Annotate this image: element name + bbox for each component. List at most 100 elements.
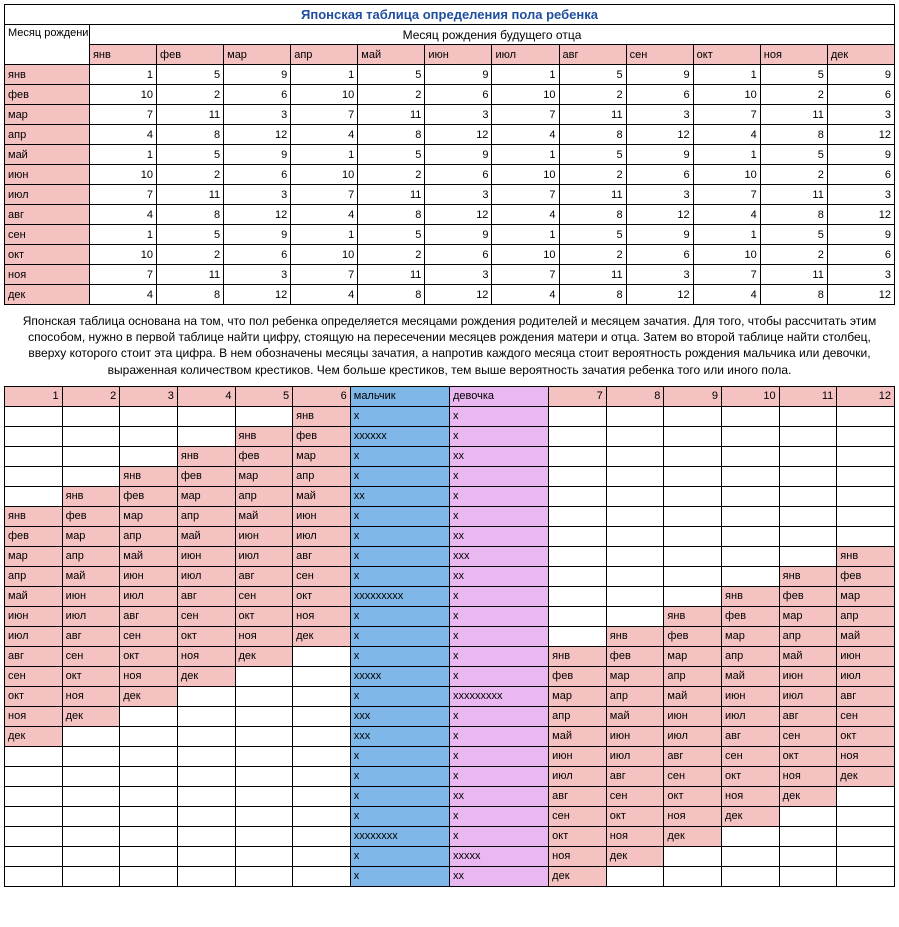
t2-right-cell <box>779 866 837 886</box>
t2-right-cell <box>549 626 607 646</box>
t2-row: авгсеноктноядекххянвфевмарапрмайиюн <box>5 646 895 666</box>
t2-left-cell <box>235 806 293 826</box>
t2-left-cell: фев <box>177 466 235 486</box>
t2-left-cell: авг <box>235 566 293 586</box>
t2-left-cell <box>62 846 120 866</box>
t2-left-cell: апр <box>177 506 235 526</box>
t1-cell: 12 <box>224 285 291 305</box>
t2-right-cell <box>664 426 722 446</box>
t1-cell: 4 <box>291 285 358 305</box>
t1-cell: 10 <box>89 165 156 185</box>
t2-left-cell: окт <box>5 686 63 706</box>
t2-left-cell: фев <box>5 526 63 546</box>
t2-right-cell <box>606 866 664 886</box>
t2-left-cell <box>177 806 235 826</box>
t1-cell: 2 <box>157 245 224 265</box>
t2-row: декххххмайиюниюлавгсенокт <box>5 726 895 746</box>
t2-left-cell <box>235 706 293 726</box>
t1-cell: 1 <box>89 65 156 85</box>
t1-cell: 8 <box>760 205 827 225</box>
t1-cell: 6 <box>224 245 291 265</box>
t1-cell: 10 <box>492 245 559 265</box>
t2-girl-cell: ххххх <box>449 846 548 866</box>
t2-boy-cell: х <box>350 606 449 626</box>
t1-cell: 8 <box>760 285 827 305</box>
t1-cell: 12 <box>827 285 894 305</box>
t1-cell: 4 <box>291 205 358 225</box>
t2-right-cell: фев <box>549 666 607 686</box>
t2-left-cell <box>5 766 63 786</box>
t1-cell: 8 <box>157 205 224 225</box>
t2-right-cell <box>779 486 837 506</box>
t2-girl-cell: хх <box>449 526 548 546</box>
t2-right-cell: июл <box>549 766 607 786</box>
t2-girl-cell: х <box>449 666 548 686</box>
t2-left-cell: мар <box>120 506 178 526</box>
t1-cell: 2 <box>157 85 224 105</box>
t1-cell: 7 <box>89 105 156 125</box>
t2-left-cell: сен <box>62 646 120 666</box>
t1-cell: 4 <box>291 125 358 145</box>
t2-boy-cell: х <box>350 466 449 486</box>
t2-left-cell: фев <box>293 426 351 446</box>
t2-left-cell: янв <box>120 466 178 486</box>
t1-cell: 3 <box>827 105 894 125</box>
t1-cell: 2 <box>358 165 425 185</box>
t2-right-cell: дек <box>837 766 895 786</box>
t2-left-cell: авг <box>62 626 120 646</box>
t1-row-month: сен <box>5 225 90 245</box>
t2-right-cell <box>606 606 664 626</box>
t2-right-cell: апр <box>779 626 837 646</box>
t2-right-cell: июн <box>664 706 722 726</box>
main-table: Японская таблица определения пола ребенк… <box>4 4 895 305</box>
t1-row-month: фев <box>5 85 90 105</box>
t1-cell: 10 <box>291 85 358 105</box>
t2-left-cell <box>62 426 120 446</box>
t2-left-cell <box>62 786 120 806</box>
t2-right-cell: сен <box>549 806 607 826</box>
t2-right-cell: мар <box>779 606 837 626</box>
t2-left-cell: май <box>293 486 351 506</box>
t2-right-cell: июл <box>837 666 895 686</box>
t2-girl-cell: х <box>449 646 548 666</box>
t1-cell: 6 <box>626 85 693 105</box>
t2-left-cell: дек <box>120 686 178 706</box>
t2-left-cell <box>62 826 120 846</box>
t1-cell: 1 <box>89 225 156 245</box>
t2-left-cell: июн <box>120 566 178 586</box>
t1-row: дек4812481248124812 <box>5 285 895 305</box>
t2-right-cell: дек <box>664 826 722 846</box>
t2-girl-cell: х <box>449 726 548 746</box>
t2-right-cell: авг <box>606 766 664 786</box>
t2-right-cell <box>722 846 780 866</box>
t1-cell: 11 <box>760 185 827 205</box>
t1-col-header: апр <box>291 45 358 65</box>
t2-girl-cell: х <box>449 406 548 426</box>
t1-cell: 12 <box>224 205 291 225</box>
t1-cell: 7 <box>291 185 358 205</box>
t2-right-cell <box>606 586 664 606</box>
t1-col-header: ноя <box>760 45 827 65</box>
t2-right-cell: июн <box>606 726 664 746</box>
t1-cell: 12 <box>626 125 693 145</box>
t1-col-header: июл <box>492 45 559 65</box>
t1-cell: 5 <box>559 145 626 165</box>
t2-right-cell <box>722 406 780 426</box>
t2-boy-cell: ххх <box>350 706 449 726</box>
t2-right-cell <box>837 446 895 466</box>
t2-left-cell <box>177 686 235 706</box>
t2-boy-cell: ххх <box>350 726 449 746</box>
t2-boy-cell: х <box>350 406 449 426</box>
t1-cell: 5 <box>358 65 425 85</box>
t1-cell: 4 <box>89 205 156 225</box>
t1-cell: 8 <box>559 285 626 305</box>
t2-right-cell <box>606 466 664 486</box>
t2-right-cell: май <box>722 666 780 686</box>
t1-row: авг4812481248124812 <box>5 205 895 225</box>
t2-boy-cell: х <box>350 846 449 866</box>
t2-right-cell: янв <box>606 626 664 646</box>
t2-left-cell: июл <box>293 526 351 546</box>
t1-cell: 6 <box>827 85 894 105</box>
t2-row: сеноктноядекххххххфевмарапрмайиюниюл <box>5 666 895 686</box>
t1-cell: 1 <box>89 145 156 165</box>
